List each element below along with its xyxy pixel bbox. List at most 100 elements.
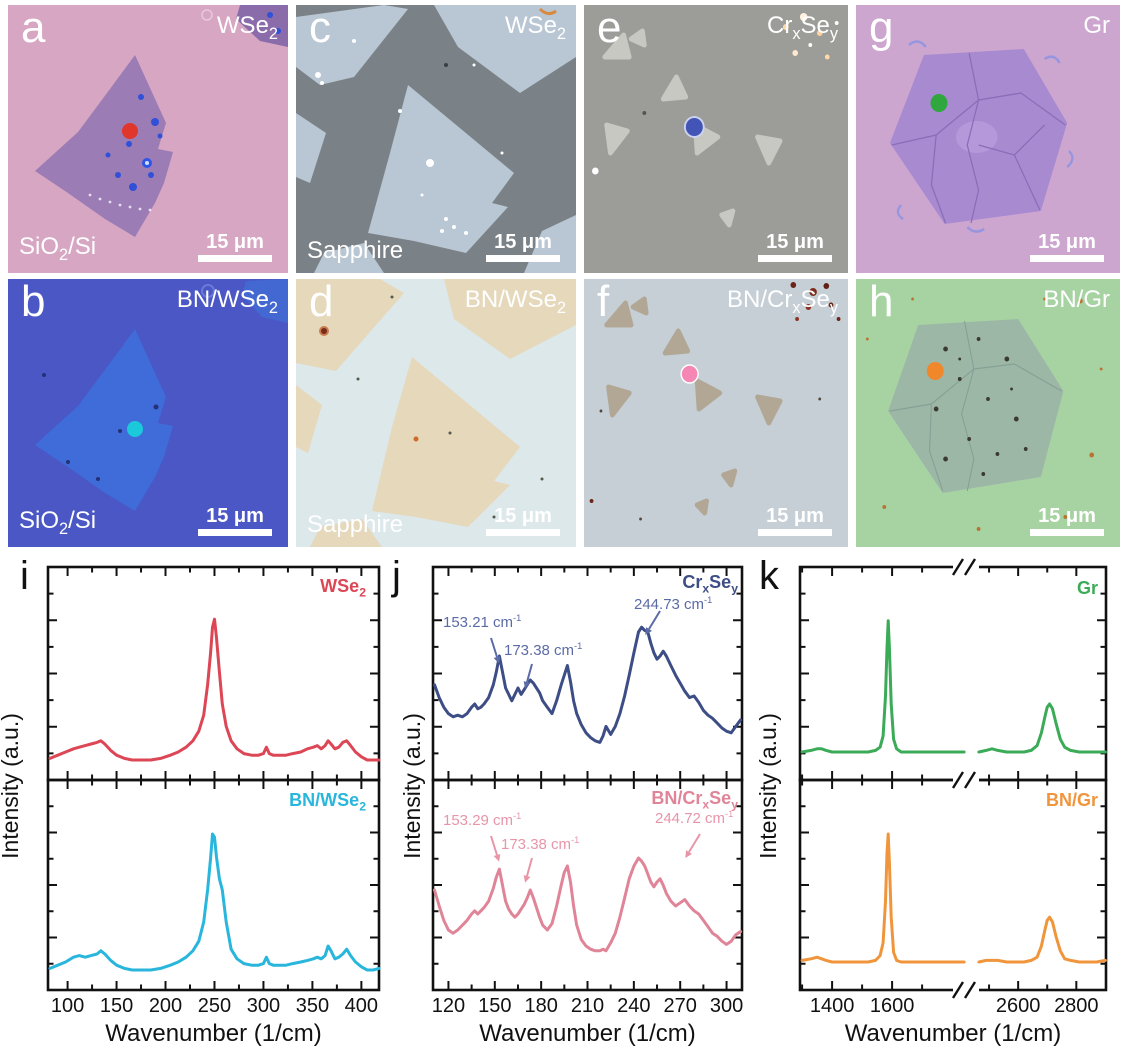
bright-speck [592,167,599,175]
material-label: BN/CrxSey [726,286,838,317]
panel-letter: b [21,279,46,326]
peak-annotation-173-38-bottom: 173.38 cm-1 [501,835,580,853]
scale-bar-label: 15 μm [766,505,824,527]
svg-text:400: 400 [345,995,378,1017]
scale-bar-label: 15 μm [1038,231,1096,253]
raman-spot [122,123,138,139]
svg-text:2800: 2800 [1054,995,1099,1017]
scale-bar: 15 μm [198,232,272,262]
svg-text:1400: 1400 [810,995,855,1017]
svg-text:200: 200 [149,995,182,1017]
raman-spot [930,94,948,112]
micrograph-d-image [296,279,576,547]
micrograph-f: f BN/CrxSey 15 μm [584,279,848,547]
residue-small [413,436,419,442]
micrograph-b: b BN/WSe2 SiO2/Si 15 μm [8,279,288,547]
material-label: BN/WSe2 [176,286,278,317]
cracks [891,52,1066,224]
series-label-bn-wse2: BN/WSe2 [289,790,366,814]
material-label: BN/WSe2 [464,286,566,317]
substrate-label: Sapphire [307,237,404,264]
svg-text:Wavenumber (1/cm): Wavenumber (1/cm) [105,1020,322,1047]
panel-letter: f [597,279,610,326]
dark-speck [444,63,448,67]
panel-letter-i: i [20,554,29,598]
flake [35,329,173,511]
specks [105,12,281,191]
material-label: CrxSey [767,12,838,43]
series-label-bn-crxsey: BN/CrxSey [651,788,738,812]
svg-text:240: 240 [617,995,650,1017]
substrate-label: Sapphire [307,511,404,538]
scale-bar-line [1030,529,1104,536]
peak-annotation-244-73: 244.73 cm-1 [634,595,713,613]
panel-letter-k: k [759,554,779,598]
raman-spot [680,364,699,384]
series-label-gr: Gr [1076,578,1098,598]
micrograph-h: h BN/Gr 15 μm [856,279,1120,547]
svg-text:Intensity (a.u.): Intensity (a.u.) [399,713,425,859]
residue-specks [865,297,1103,531]
svg-text:120: 120 [432,995,465,1017]
panel-letter: a [21,5,46,52]
scale-bar: 15 μm [198,506,272,536]
panel-letter: g [869,5,894,52]
material-label: WSe2 [216,12,278,43]
micrograph-e-image [592,13,839,228]
svg-text:180: 180 [524,995,557,1017]
micrograph-e: e CrxSey 15 μm [584,5,848,273]
material-label: BN/Gr [1043,286,1110,313]
panel-letter: d [309,279,334,326]
material-label: WSe2 [504,12,566,43]
scale-bar-label: 15 μm [766,231,824,253]
micrograph-c: c WSe2 Sapphire 15 μm [296,5,576,273]
svg-text:250: 250 [198,995,231,1017]
raman-spot [685,118,703,136]
panel-letter-j: j [392,554,401,598]
bubble [201,284,215,298]
scale-bar-label: 15 μm [494,505,552,527]
scale-bar-line [758,529,832,536]
flakes [296,5,576,273]
micrograph-b-image [35,279,288,511]
scale-bar-line [1030,255,1104,262]
bubble [201,9,213,21]
scale-bar: 15 μm [758,232,832,262]
peak-annotation-173-38-top: 173.38 cm-1 [504,641,583,659]
series-label-wse2: WSe2 [320,576,366,600]
scale-bar: 15 μm [758,506,832,536]
micrograph-g-image [889,40,1074,233]
scale-bar: 15 μm [1030,232,1104,262]
micrograph-g: g Gr 15 μm [856,5,1120,273]
scale-bar-line [486,255,560,262]
svg-text:270: 270 [664,995,697,1017]
scale-bar: 15 μm [1030,506,1104,536]
specks [42,373,159,481]
svg-text:100: 100 [51,995,84,1017]
svg-text:Wavenumber (1/cm): Wavenumber (1/cm) [479,1020,696,1047]
flake-corner [236,5,288,47]
substrate-label: SiO2/Si [19,233,97,264]
scale-bar-line [198,529,272,536]
scale-bar-label: 15 μm [1038,505,1096,527]
glints [782,13,839,60]
bright-speck-core [145,161,149,165]
flake [35,55,173,237]
dotted-line [88,193,152,212]
peak-annotation-153-29: 153.29 cm-1 [443,811,522,829]
svg-text:300: 300 [710,995,743,1017]
svg-text:350: 350 [296,995,329,1017]
dark-specks [933,337,1028,476]
svg-text:Intensity (a.u.): Intensity (a.u.) [0,713,23,859]
micrograph-f-image [589,282,841,521]
svg-text:Wavenumber (1/cm): Wavenumber (1/cm) [845,1020,1062,1047]
flakes [296,279,576,547]
specks [315,39,504,235]
micrograph-d: d BN/WSe2 Sapphire 15 μm [296,279,576,547]
panel-letter: e [597,5,622,52]
edge-wrinkles [896,40,1074,233]
svg-text:150: 150 [100,995,133,1017]
micrograph-a: a WSe2 SiO2/Si 15 μm [8,5,288,273]
flakes [604,296,783,516]
